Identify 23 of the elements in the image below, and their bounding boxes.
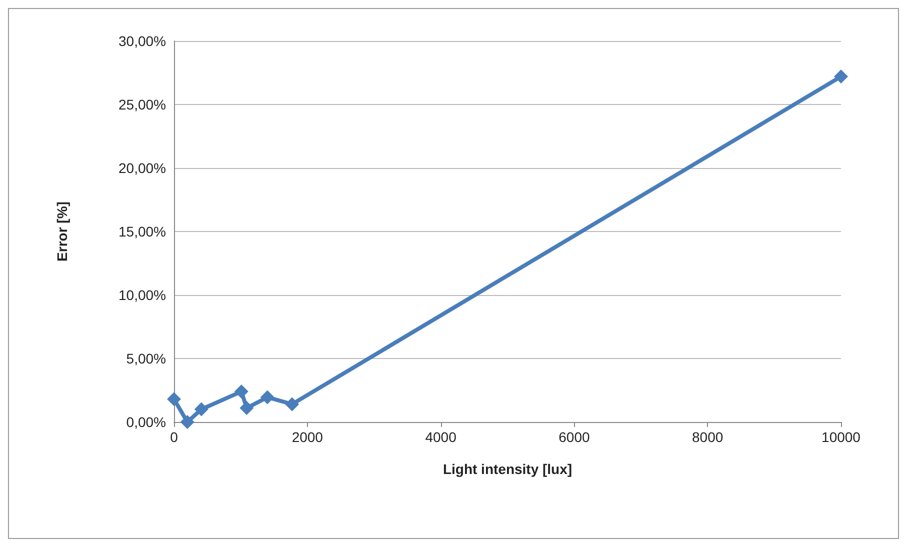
point (834, 70, 848, 84)
point (180, 415, 194, 429)
y-tick-label: 10,00% (118, 287, 166, 303)
x-tick-label: 2000 (292, 429, 324, 445)
point (167, 392, 181, 406)
y-axis-title: Error [%] (54, 202, 70, 262)
x-tick-label: 6000 (558, 429, 590, 445)
y-tick-label: 5,00% (126, 350, 166, 366)
x-axis-title: Light intensity [lux] (442, 461, 572, 477)
y-tick-label: 20,00% (118, 160, 166, 176)
y-tick-label: 30,00% (118, 33, 166, 49)
point (194, 402, 208, 416)
y-tick-label: 0,00% (126, 414, 166, 430)
x-tick-label: 10000 (822, 429, 861, 445)
point (260, 390, 274, 404)
x-tick-label: 0 (170, 429, 178, 445)
point (285, 397, 300, 412)
x-tick-label: 4000 (425, 429, 457, 445)
y-tick-label: 15,00% (118, 224, 166, 240)
point (240, 401, 254, 416)
y-tick-label: 25,00% (118, 96, 166, 112)
x-tick-label: 8000 (692, 429, 724, 445)
point (234, 384, 248, 399)
